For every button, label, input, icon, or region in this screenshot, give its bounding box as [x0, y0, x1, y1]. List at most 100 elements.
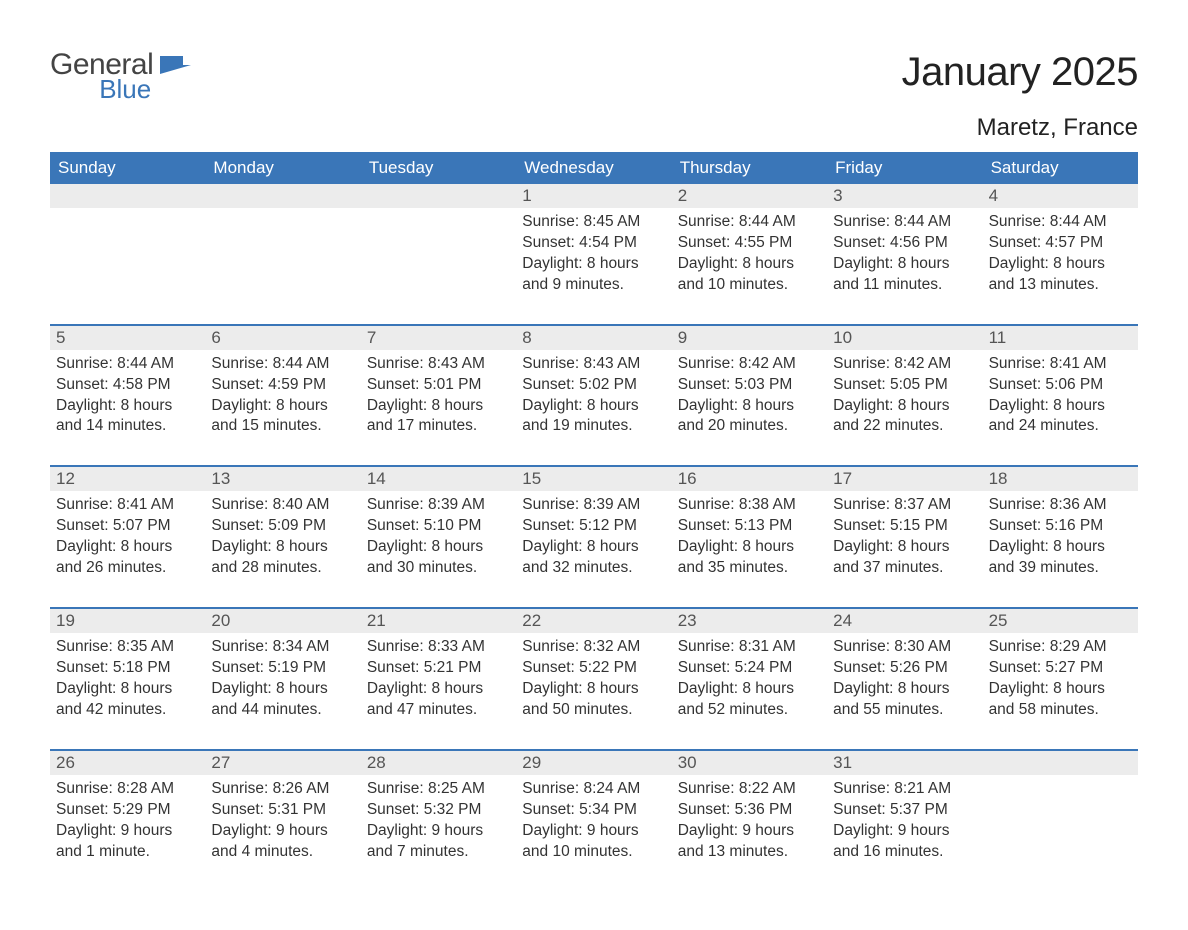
sunrise-text: Sunrise: 8:25 AM — [367, 779, 510, 800]
day-number: 29 — [516, 751, 671, 775]
daylight-text: Daylight: 8 hours and 10 minutes. — [678, 254, 821, 296]
sunrise-text: Sunrise: 8:36 AM — [989, 495, 1132, 516]
week-row: 19202122232425Sunrise: 8:35 AMSunset: 5:… — [50, 607, 1138, 749]
sunset-text: Sunset: 5:09 PM — [211, 516, 354, 537]
day-cell: Sunrise: 8:30 AMSunset: 5:26 PMDaylight:… — [827, 633, 982, 749]
day-cell: Sunrise: 8:41 AMSunset: 5:07 PMDaylight:… — [50, 491, 205, 607]
day-number: 14 — [361, 467, 516, 491]
day-number: 21 — [361, 609, 516, 633]
day-cell: Sunrise: 8:26 AMSunset: 5:31 PMDaylight:… — [205, 775, 360, 891]
sunrise-text: Sunrise: 8:44 AM — [833, 212, 976, 233]
weekday-sunday: Sunday — [50, 152, 205, 184]
sunrise-text: Sunrise: 8:24 AM — [522, 779, 665, 800]
sunset-text: Sunset: 4:56 PM — [833, 233, 976, 254]
sunrise-text: Sunrise: 8:44 AM — [56, 354, 199, 375]
day-number: 25 — [983, 609, 1138, 633]
calendar: SundayMondayTuesdayWednesdayThursdayFrid… — [50, 152, 1138, 890]
daylight-text: Daylight: 8 hours and 52 minutes. — [678, 679, 821, 721]
sunset-text: Sunset: 5:16 PM — [989, 516, 1132, 537]
daylight-text: Daylight: 9 hours and 4 minutes. — [211, 821, 354, 863]
sunrise-text: Sunrise: 8:31 AM — [678, 637, 821, 658]
day-cell: Sunrise: 8:39 AMSunset: 5:12 PMDaylight:… — [516, 491, 671, 607]
day-number: 22 — [516, 609, 671, 633]
sunset-text: Sunset: 5:27 PM — [989, 658, 1132, 679]
month-title: January 2025 — [902, 50, 1138, 95]
day-cell: Sunrise: 8:31 AMSunset: 5:24 PMDaylight:… — [672, 633, 827, 749]
daylight-text: Daylight: 9 hours and 1 minute. — [56, 821, 199, 863]
daylight-text: Daylight: 8 hours and 50 minutes. — [522, 679, 665, 721]
day-cell: Sunrise: 8:43 AMSunset: 5:02 PMDaylight:… — [516, 350, 671, 466]
sunrise-text: Sunrise: 8:21 AM — [833, 779, 976, 800]
day-cell: Sunrise: 8:25 AMSunset: 5:32 PMDaylight:… — [361, 775, 516, 891]
sunset-text: Sunset: 5:29 PM — [56, 800, 199, 821]
weekday-thursday: Thursday — [672, 152, 827, 184]
sunset-text: Sunset: 5:10 PM — [367, 516, 510, 537]
daynum-row: 1234 — [50, 184, 1138, 208]
weekday-saturday: Saturday — [983, 152, 1138, 184]
day-cell: Sunrise: 8:44 AMSunset: 4:55 PMDaylight:… — [672, 208, 827, 324]
sunset-text: Sunset: 5:22 PM — [522, 658, 665, 679]
daylight-text: Daylight: 8 hours and 55 minutes. — [833, 679, 976, 721]
day-number: 9 — [672, 326, 827, 350]
daylight-text: Daylight: 9 hours and 7 minutes. — [367, 821, 510, 863]
day-number: 1 — [516, 184, 671, 208]
logo: General Blue — [50, 50, 193, 102]
sunrise-text: Sunrise: 8:42 AM — [833, 354, 976, 375]
day-number — [205, 184, 360, 208]
sunrise-text: Sunrise: 8:34 AM — [211, 637, 354, 658]
daylight-text: Daylight: 8 hours and 15 minutes. — [211, 396, 354, 438]
day-cell: Sunrise: 8:34 AMSunset: 5:19 PMDaylight:… — [205, 633, 360, 749]
week-row: 12131415161718Sunrise: 8:41 AMSunset: 5:… — [50, 465, 1138, 607]
week-row: 1234Sunrise: 8:45 AMSunset: 4:54 PMDayli… — [50, 184, 1138, 324]
sunset-text: Sunset: 5:36 PM — [678, 800, 821, 821]
day-cell: Sunrise: 8:32 AMSunset: 5:22 PMDaylight:… — [516, 633, 671, 749]
sunrise-text: Sunrise: 8:38 AM — [678, 495, 821, 516]
daynum-row: 262728293031 — [50, 751, 1138, 775]
sunrise-text: Sunrise: 8:32 AM — [522, 637, 665, 658]
day-number: 23 — [672, 609, 827, 633]
day-cell: Sunrise: 8:29 AMSunset: 5:27 PMDaylight:… — [983, 633, 1138, 749]
daylight-text: Daylight: 8 hours and 35 minutes. — [678, 537, 821, 579]
sunset-text: Sunset: 5:03 PM — [678, 375, 821, 396]
sunrise-text: Sunrise: 8:39 AM — [367, 495, 510, 516]
day-number: 8 — [516, 326, 671, 350]
sunset-text: Sunset: 5:21 PM — [367, 658, 510, 679]
daylight-text: Daylight: 8 hours and 44 minutes. — [211, 679, 354, 721]
weekday-tuesday: Tuesday — [361, 152, 516, 184]
sunset-text: Sunset: 5:15 PM — [833, 516, 976, 537]
day-number: 20 — [205, 609, 360, 633]
day-number: 2 — [672, 184, 827, 208]
sunrise-text: Sunrise: 8:43 AM — [522, 354, 665, 375]
day-cell: Sunrise: 8:28 AMSunset: 5:29 PMDaylight:… — [50, 775, 205, 891]
sunrise-text: Sunrise: 8:43 AM — [367, 354, 510, 375]
day-number: 18 — [983, 467, 1138, 491]
sunset-text: Sunset: 4:54 PM — [522, 233, 665, 254]
daylight-text: Daylight: 8 hours and 14 minutes. — [56, 396, 199, 438]
day-cell: Sunrise: 8:38 AMSunset: 5:13 PMDaylight:… — [672, 491, 827, 607]
daylight-text: Daylight: 8 hours and 28 minutes. — [211, 537, 354, 579]
day-cell-empty — [50, 208, 205, 324]
day-cell: Sunrise: 8:37 AMSunset: 5:15 PMDaylight:… — [827, 491, 982, 607]
day-cell: Sunrise: 8:36 AMSunset: 5:16 PMDaylight:… — [983, 491, 1138, 607]
logo-text: General Blue — [50, 50, 153, 102]
daylight-text: Daylight: 8 hours and 9 minutes. — [522, 254, 665, 296]
sunset-text: Sunset: 5:06 PM — [989, 375, 1132, 396]
weekday-header: SundayMondayTuesdayWednesdayThursdayFrid… — [50, 152, 1138, 184]
title-block: January 2025 — [902, 50, 1138, 95]
daylight-text: Daylight: 8 hours and 47 minutes. — [367, 679, 510, 721]
day-cell-empty — [205, 208, 360, 324]
sunset-text: Sunset: 4:59 PM — [211, 375, 354, 396]
day-cell: Sunrise: 8:43 AMSunset: 5:01 PMDaylight:… — [361, 350, 516, 466]
daylight-text: Daylight: 9 hours and 10 minutes. — [522, 821, 665, 863]
daylight-text: Daylight: 8 hours and 42 minutes. — [56, 679, 199, 721]
day-number: 10 — [827, 326, 982, 350]
daylight-text: Daylight: 8 hours and 37 minutes. — [833, 537, 976, 579]
day-number: 24 — [827, 609, 982, 633]
sunrise-text: Sunrise: 8:30 AM — [833, 637, 976, 658]
sunrise-text: Sunrise: 8:41 AM — [989, 354, 1132, 375]
day-number: 30 — [672, 751, 827, 775]
day-cell: Sunrise: 8:41 AMSunset: 5:06 PMDaylight:… — [983, 350, 1138, 466]
daylight-text: Daylight: 8 hours and 19 minutes. — [522, 396, 665, 438]
sunset-text: Sunset: 5:32 PM — [367, 800, 510, 821]
sunrise-text: Sunrise: 8:44 AM — [211, 354, 354, 375]
